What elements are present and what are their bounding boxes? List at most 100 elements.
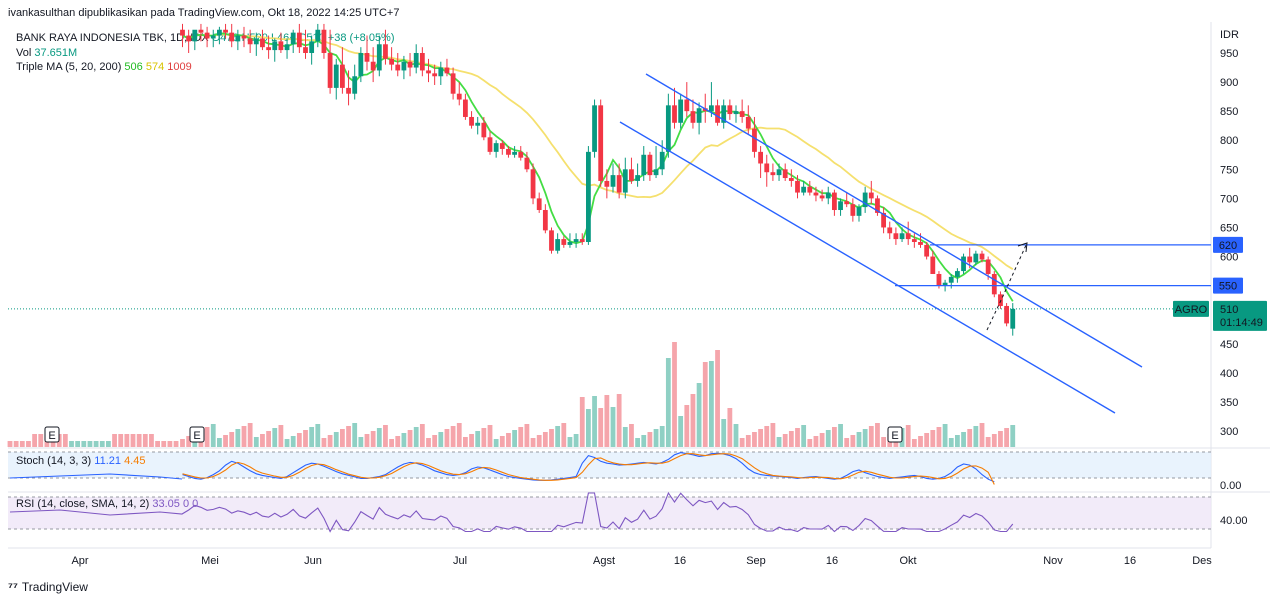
- candle-body: [838, 201, 843, 211]
- candle-body: [924, 244, 930, 257]
- y-tick-label: 650: [1220, 222, 1238, 234]
- volume-label[interactable]: Vol: [16, 46, 32, 59]
- candle-body: [555, 239, 561, 251]
- volume-bar: [247, 423, 253, 447]
- candle-body: [586, 151, 591, 242]
- symbol-name[interactable]: BANK RAYA INDONESIA TBK, 1D, IDX: [16, 32, 209, 44]
- candle-body: [801, 186, 807, 193]
- x-tick-label: 16: [826, 555, 838, 567]
- volume-bar: [284, 439, 290, 447]
- volume-bar: [665, 358, 671, 447]
- candle-body: [389, 58, 394, 65]
- volume-bar: [586, 409, 591, 447]
- candle-body: [991, 273, 997, 295]
- level-label: 550: [1219, 281, 1237, 293]
- candle-body: [530, 169, 536, 199]
- x-tick-label: Jun: [304, 555, 322, 567]
- candle-body: [985, 259, 991, 274]
- volume-bar: [702, 362, 708, 447]
- volume-bar: [333, 432, 339, 447]
- candle-body: [561, 239, 567, 245]
- volume-bar: [419, 424, 425, 447]
- volume-bar: [432, 435, 438, 447]
- candle-body: [241, 35, 247, 39]
- x-tick-label: Mei: [201, 555, 219, 567]
- volume-bar: [709, 361, 714, 447]
- volume-bar: [383, 425, 388, 447]
- volume-bar: [635, 438, 640, 447]
- candle-body: [844, 201, 850, 205]
- volume-bar: [395, 436, 401, 447]
- candle-body: [948, 276, 954, 283]
- rsi-label[interactable]: RSI (14, close, SMA, 14, 2): [16, 498, 150, 510]
- stoch-k-value: 11.21: [94, 455, 121, 467]
- stoch-label[interactable]: Stoch (14, 3, 3): [16, 455, 92, 467]
- earnings-marker-label: E: [48, 430, 55, 442]
- earnings-marker: [887, 426, 903, 443]
- volume-bar: [413, 427, 419, 447]
- candle-body: [272, 41, 278, 51]
- volume-bar: [235, 429, 241, 447]
- ma-label[interactable]: Triple MA (5, 20, 200): [16, 61, 122, 73]
- volume-bar: [450, 426, 456, 447]
- candle-body: [499, 143, 505, 149]
- volume-bar: [856, 432, 862, 447]
- candle-body: [198, 29, 204, 33]
- candle-body: [278, 41, 284, 51]
- volume-bar: [106, 441, 111, 447]
- candle-body: [776, 169, 782, 176]
- volume-bar: [948, 438, 954, 447]
- candle-body: [653, 169, 659, 176]
- volume-bar: [93, 441, 99, 447]
- candle-body: [284, 44, 290, 51]
- volume-bar: [752, 432, 757, 447]
- candle-body: [1010, 308, 1016, 329]
- volume-bar: [862, 429, 868, 447]
- volume-bar: [278, 425, 284, 447]
- stoch-axis-label: 0.00: [1220, 480, 1241, 492]
- volume-bar: [19, 441, 25, 447]
- candle-body: [684, 99, 690, 112]
- candle-body: [303, 47, 308, 53]
- x-tick-label: Apr: [71, 555, 88, 567]
- candle-body: [918, 242, 923, 245]
- candle-body: [967, 256, 973, 263]
- volume-bar: [456, 423, 462, 447]
- y-tick-label: 850: [1220, 106, 1238, 118]
- candle-body: [401, 61, 407, 71]
- candle-body: [721, 105, 727, 123]
- volume-bar: [610, 407, 616, 447]
- candle-body: [419, 53, 425, 71]
- volume-bar: [733, 424, 739, 447]
- volume-bar: [506, 433, 511, 447]
- candle-body: [782, 169, 788, 179]
- volume-bar: [223, 435, 228, 447]
- chart-canvas[interactable]: IDR3003504004505005506006507007508008509…: [0, 0, 1280, 575]
- symbol-badge-label: AGRO: [1175, 304, 1208, 316]
- candle-body: [456, 93, 462, 100]
- volume-bar: [684, 405, 690, 447]
- ma200-value: 1009: [167, 61, 192, 73]
- candle-body: [813, 192, 819, 196]
- y-tick-label: 350: [1220, 397, 1238, 409]
- y-tick-label: 450: [1220, 339, 1238, 351]
- footer-brand[interactable]: ⁷⁷ TradingView: [8, 580, 88, 594]
- y-tick-label: 400: [1220, 368, 1238, 380]
- candle-body: [346, 87, 351, 94]
- tradingview-logo-icon: ⁷⁷: [8, 580, 18, 594]
- volume-bar: [149, 434, 154, 447]
- volume-bar: [376, 428, 382, 447]
- candle-body: [807, 186, 813, 193]
- volume-bar: [530, 438, 536, 447]
- earnings-marker: [189, 426, 205, 443]
- volume-bar: [253, 437, 259, 447]
- candle-body: [192, 29, 198, 42]
- candle-body: [266, 47, 271, 51]
- symbol-badge: [1173, 300, 1209, 317]
- candle-body: [469, 116, 474, 126]
- volume-bar: [155, 441, 160, 447]
- volume-bar: [290, 436, 296, 447]
- volume-bar: [130, 434, 136, 447]
- volume-bar: [38, 434, 44, 447]
- candle-body: [678, 99, 684, 123]
